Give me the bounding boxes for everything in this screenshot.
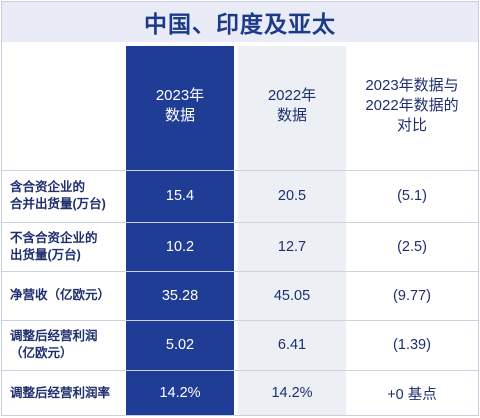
value-2023: 35.28 [161,287,199,304]
header-2022: 2022年 数据 [267,87,317,124]
row-label: 净营收（亿欧元） [10,288,111,302]
value-diff: (2.5) [397,238,427,255]
column-2022-background [238,46,346,415]
value-diff: (9.77) [393,287,431,304]
value-2022: 20.5 [277,188,307,204]
header-2023: 2023年 数据 [155,87,205,124]
value-2022: 6.41 [277,337,307,353]
value-2023: 15.4 [165,188,195,204]
value-2023: 10.2 [165,238,195,255]
row-divider [2,170,478,171]
row-divider [2,271,478,272]
row-label: 调整后经营利润率 [10,385,111,400]
value-2023: 14.2% [159,385,201,401]
row-label: 调整后经营利润 （亿欧元） [10,329,98,360]
value-2023: 5.02 [165,337,195,353]
row-label: 含合资企业的 合并出货量(万台) [10,180,106,211]
value-diff: (1.39) [393,337,431,353]
value-2022: 14.2% [271,385,313,401]
row-divider [2,222,478,223]
value-diff: +0 基点 [387,386,437,403]
row-divider [2,320,478,321]
header-comparison: 2023年数据与 2022年数据的 对比 [365,77,459,134]
row-label: 不含合资企业的 出货量(万台) [10,230,98,262]
value-2022: 45.05 [273,287,311,304]
value-diff: (5.1) [397,188,427,204]
value-2022: 12.7 [277,238,307,255]
column-2023-background [126,46,234,415]
table-title: 中国、印度及亚太 [2,2,478,42]
row-divider [2,370,478,371]
